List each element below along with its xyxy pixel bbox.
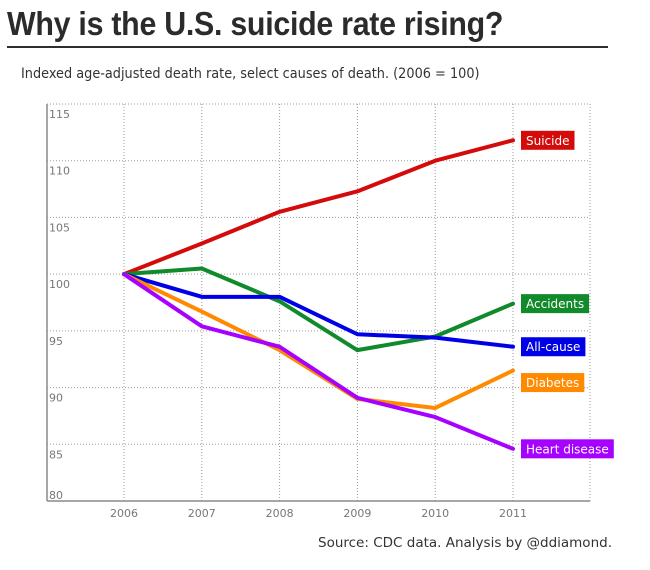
chart-title: Why is the U.S. suicide rate rising?	[7, 5, 504, 42]
series-line-heart-disease	[122, 272, 515, 451]
y-tick-label: 115	[49, 108, 70, 121]
x-tick-label: 2011	[499, 507, 527, 520]
x-tick-label: 2009	[343, 507, 371, 520]
title-underline	[7, 46, 608, 48]
x-tick-label: 2008	[266, 507, 294, 520]
y-tick-label: 90	[49, 392, 63, 405]
series-label-all-cause: All-cause	[521, 337, 586, 357]
series-label-text: Heart disease	[526, 442, 609, 456]
source-note: Source: CDC data. Analysis by @ddiamond.	[318, 535, 612, 551]
series-label-suicide: Suicide	[521, 130, 575, 150]
series-label-text: Suicide	[526, 134, 570, 148]
series-label-text: Diabetes	[526, 376, 579, 390]
series-label-box	[521, 337, 586, 357]
series-label-diabetes: Diabetes	[521, 373, 585, 393]
y-tick-label: 100	[49, 278, 70, 291]
chart-subtitle: Indexed age-adjusted death rate, select …	[21, 66, 480, 82]
series-label-box	[521, 294, 590, 314]
x-tick-label: 2006	[110, 507, 138, 520]
tick-labels: 80 85 90 95 100 105 110 115 2006 2007 2008 2009 2010…	[49, 108, 527, 520]
axes	[46, 104, 590, 502]
y-tick-label: 95	[49, 335, 63, 348]
series-label-text: Accidents	[526, 297, 584, 311]
series-labels: Suicide Accidents All-cause Diabetes Heart d…	[521, 130, 614, 459]
y-tick-label: 105	[49, 221, 70, 234]
y-tick-label: 85	[49, 448, 63, 461]
series-line-accidents	[122, 266, 515, 353]
y-tick-label: 80	[49, 489, 63, 502]
series-lines	[122, 138, 515, 451]
series-label-text: All-cause	[526, 340, 580, 354]
series-label-box	[521, 439, 614, 459]
x-tick-label: 2007	[188, 507, 216, 520]
series-label-accidents: Accidents	[521, 294, 590, 314]
series-line-all-cause	[122, 272, 515, 349]
x-tick-label: 2010	[421, 507, 449, 520]
series-label-heart-disease: Heart disease	[521, 439, 614, 459]
y-tick-label: 110	[49, 165, 70, 178]
series-label-box	[521, 130, 575, 150]
grid	[47, 103, 591, 501]
series-line-suicide	[122, 138, 515, 277]
series-label-box	[521, 373, 585, 393]
